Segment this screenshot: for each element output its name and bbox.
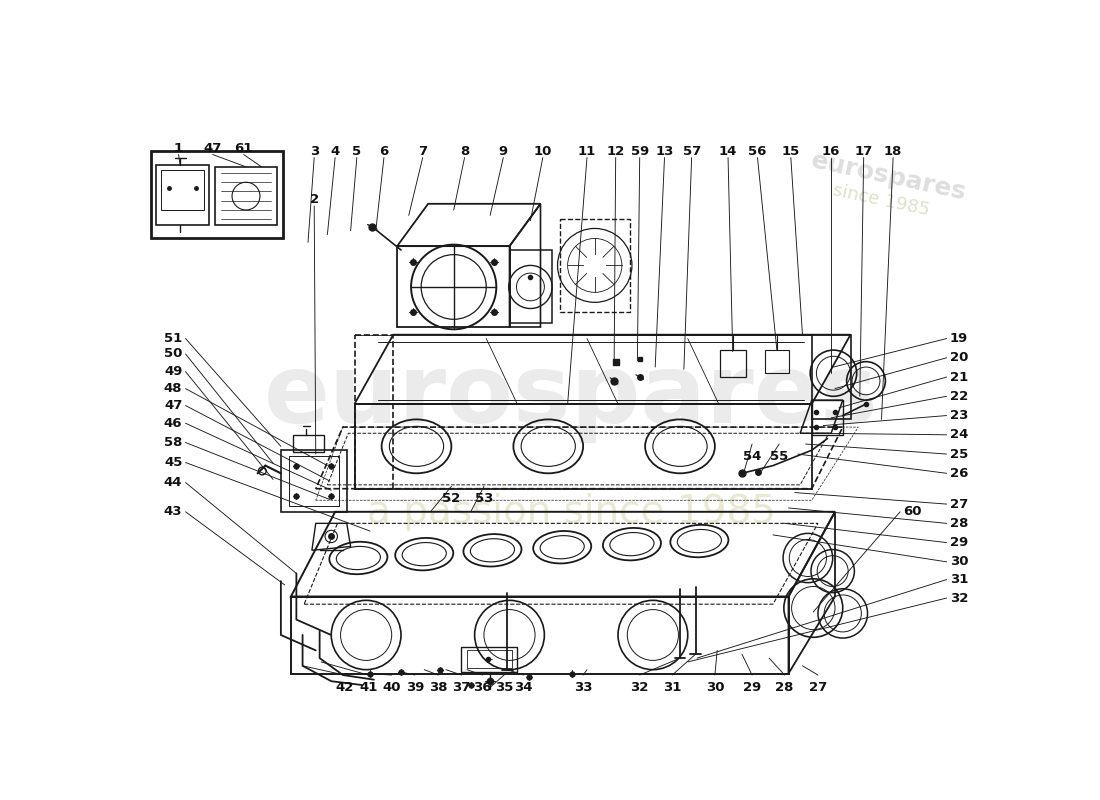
Text: 29: 29 bbox=[950, 536, 968, 549]
Text: 52: 52 bbox=[442, 492, 461, 506]
Text: 12: 12 bbox=[606, 145, 625, 158]
Text: 35: 35 bbox=[495, 681, 514, 694]
Text: 53: 53 bbox=[475, 492, 493, 506]
Text: 30: 30 bbox=[949, 555, 968, 568]
Text: 9: 9 bbox=[498, 145, 508, 158]
Text: 14: 14 bbox=[719, 145, 737, 158]
Text: 1: 1 bbox=[174, 142, 183, 155]
Text: 23: 23 bbox=[949, 409, 968, 422]
Text: 47: 47 bbox=[164, 399, 183, 412]
Text: 15: 15 bbox=[782, 145, 800, 158]
Text: 56: 56 bbox=[748, 145, 767, 158]
Text: 11: 11 bbox=[578, 145, 596, 158]
Text: 21: 21 bbox=[950, 370, 968, 383]
Text: 25: 25 bbox=[950, 447, 968, 461]
Text: 3: 3 bbox=[309, 145, 319, 158]
Text: 31: 31 bbox=[663, 681, 681, 694]
Text: 32: 32 bbox=[630, 681, 649, 694]
Text: 48: 48 bbox=[164, 382, 183, 395]
Text: 2: 2 bbox=[309, 194, 319, 206]
Text: 40: 40 bbox=[383, 681, 402, 694]
Text: 42: 42 bbox=[336, 681, 353, 694]
Text: 43: 43 bbox=[164, 506, 183, 518]
Text: 19: 19 bbox=[950, 332, 968, 345]
Text: 61: 61 bbox=[234, 142, 253, 155]
Text: 45: 45 bbox=[164, 456, 183, 469]
Text: 32: 32 bbox=[949, 591, 968, 605]
Text: 16: 16 bbox=[822, 145, 840, 158]
Text: 57: 57 bbox=[682, 145, 701, 158]
Text: 59: 59 bbox=[630, 145, 649, 158]
Text: 29: 29 bbox=[742, 681, 761, 694]
Text: 54: 54 bbox=[742, 450, 761, 463]
Text: 37: 37 bbox=[452, 681, 471, 694]
Text: 18: 18 bbox=[884, 145, 902, 158]
Text: 26: 26 bbox=[949, 467, 968, 480]
Text: since 1985: since 1985 bbox=[832, 181, 932, 219]
Text: 28: 28 bbox=[776, 681, 794, 694]
Text: 50: 50 bbox=[164, 347, 183, 361]
Text: 49: 49 bbox=[164, 365, 183, 378]
Text: 46: 46 bbox=[164, 417, 183, 430]
Text: 38: 38 bbox=[429, 681, 448, 694]
Text: 27: 27 bbox=[950, 498, 968, 510]
Text: 7: 7 bbox=[418, 145, 427, 158]
Text: eurospares: eurospares bbox=[810, 149, 969, 205]
Text: 13: 13 bbox=[656, 145, 673, 158]
Text: 5: 5 bbox=[352, 145, 362, 158]
Text: 8: 8 bbox=[460, 145, 470, 158]
Text: 17: 17 bbox=[855, 145, 872, 158]
Text: 28: 28 bbox=[949, 517, 968, 530]
Text: 30: 30 bbox=[705, 681, 724, 694]
Text: 58: 58 bbox=[164, 436, 183, 449]
Text: 6: 6 bbox=[379, 145, 388, 158]
Text: 34: 34 bbox=[514, 681, 532, 694]
Text: 31: 31 bbox=[949, 573, 968, 586]
Text: 24: 24 bbox=[949, 428, 968, 442]
Text: 10: 10 bbox=[534, 145, 552, 158]
Text: 36: 36 bbox=[473, 681, 492, 694]
Text: 44: 44 bbox=[164, 476, 183, 489]
Text: 41: 41 bbox=[360, 681, 377, 694]
Text: 47: 47 bbox=[204, 142, 222, 155]
Text: 20: 20 bbox=[949, 351, 968, 364]
Text: 33: 33 bbox=[574, 681, 593, 694]
Text: 22: 22 bbox=[950, 390, 968, 403]
Text: 51: 51 bbox=[164, 332, 183, 345]
Text: a passion since 1985: a passion since 1985 bbox=[367, 493, 776, 531]
Text: 4: 4 bbox=[330, 145, 340, 158]
Text: eurospares: eurospares bbox=[264, 350, 879, 443]
Text: 39: 39 bbox=[406, 681, 425, 694]
Text: 55: 55 bbox=[770, 450, 789, 463]
Text: 60: 60 bbox=[903, 506, 922, 518]
Text: 27: 27 bbox=[808, 681, 827, 694]
